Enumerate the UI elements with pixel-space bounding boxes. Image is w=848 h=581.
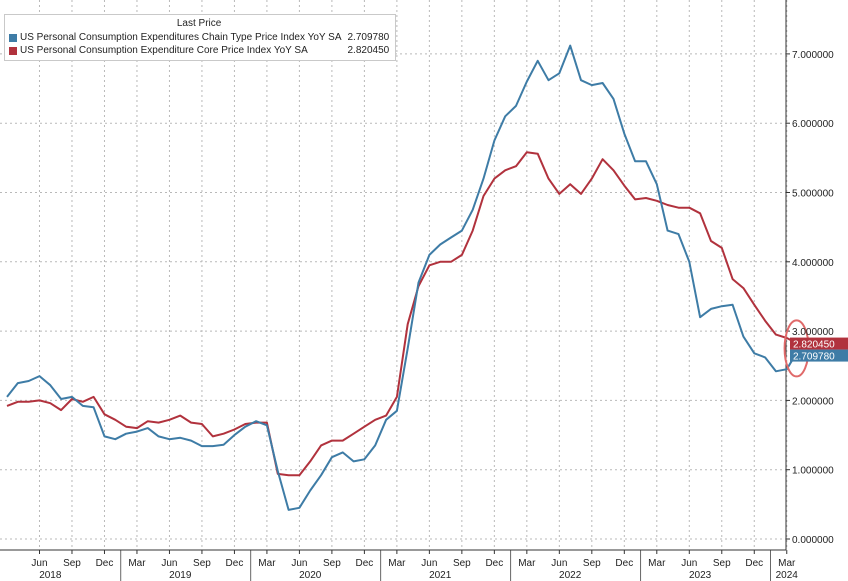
legend-label: US Personal Consumption Expenditures Cha…	[20, 32, 342, 43]
core-pce-line	[6, 151, 799, 477]
x-tick-labels: Jun Sep Dec Mar Jun Sep Dec Mar Jun Sep Dec Mar Jun S…	[31, 558, 798, 581]
x-tick-label: Jun	[161, 558, 177, 569]
legend-header: Last Price	[176, 18, 222, 29]
legend-item-headline: US Personal Consumption Expenditures Cha…	[9, 31, 389, 44]
x-tick-label: Jun	[681, 558, 697, 569]
y-tick-label: 1.000000	[792, 466, 834, 477]
x-tick-label: Jun	[551, 558, 567, 569]
year-label: 2021	[429, 570, 452, 581]
x-tick-label: Mar	[128, 558, 146, 569]
x-tick-label: Dec	[226, 558, 244, 569]
last-value-label: 2.709780	[793, 352, 835, 363]
y-tick-label: 0.000000	[792, 535, 834, 546]
x-tick-label: Sep	[713, 558, 731, 569]
y-tick-label: 3.000000	[792, 327, 834, 338]
year-label: 2022	[559, 570, 582, 581]
year-label: 2018	[39, 570, 62, 581]
last-value-tag	[790, 349, 848, 362]
y-tick-label: 4.000000	[792, 258, 834, 269]
x-tick-label: Dec	[96, 558, 114, 569]
x-tick-label: Mar	[258, 558, 276, 569]
x-tick-label: Dec	[485, 558, 503, 569]
axes	[0, 0, 790, 581]
gridlines	[0, 0, 788, 550]
series-lines	[6, 44, 799, 511]
y-tick-label: 6.000000	[792, 119, 834, 130]
y-tick-labels: 0.000000 1.000000 2.000000 3.000000 4.000000…	[792, 50, 834, 546]
year-label: 2020	[299, 570, 322, 581]
x-tick-label: Sep	[583, 558, 601, 569]
y-tick-label: 2.000000	[792, 396, 834, 407]
x-tick-label: Sep	[453, 558, 471, 569]
headline-pce-line	[6, 44, 799, 511]
x-tick-label: Sep	[323, 558, 341, 569]
x-tick-label: Jun	[421, 558, 437, 569]
x-tick-label: Jun	[31, 558, 47, 569]
last-value-tag	[790, 337, 848, 350]
year-label: 2024	[776, 570, 799, 581]
legend-swatch-headline	[9, 33, 17, 42]
legend: Last Price US Personal Consumption Expen…	[4, 14, 397, 61]
legend-swatch-core	[9, 46, 17, 55]
year-label: 2019	[169, 570, 192, 581]
legend-value: 2.709780	[347, 32, 390, 43]
x-tick-label: Mar	[778, 558, 796, 569]
legend-value: 2.820450	[347, 45, 390, 56]
legend-item-core: US Personal Consumption Expenditure Core…	[9, 44, 389, 57]
x-tick-label: Dec	[615, 558, 633, 569]
x-tick-label: Mar	[648, 558, 666, 569]
x-tick-label: Mar	[518, 558, 536, 569]
x-tick-label: Dec	[355, 558, 373, 569]
year-label: 2023	[689, 570, 712, 581]
x-tick-label: Sep	[193, 558, 211, 569]
legend-label: US Personal Consumption Expenditure Core…	[20, 45, 308, 56]
last-value-label: 2.820450	[793, 340, 835, 351]
y-tick-label: 7.000000	[792, 50, 834, 61]
y-tick-label: 5.000000	[792, 189, 834, 200]
x-tick-label: Dec	[745, 558, 763, 569]
x-tick-label: Mar	[388, 558, 406, 569]
x-tick-label: Jun	[291, 558, 307, 569]
x-tick-label: Sep	[63, 558, 81, 569]
